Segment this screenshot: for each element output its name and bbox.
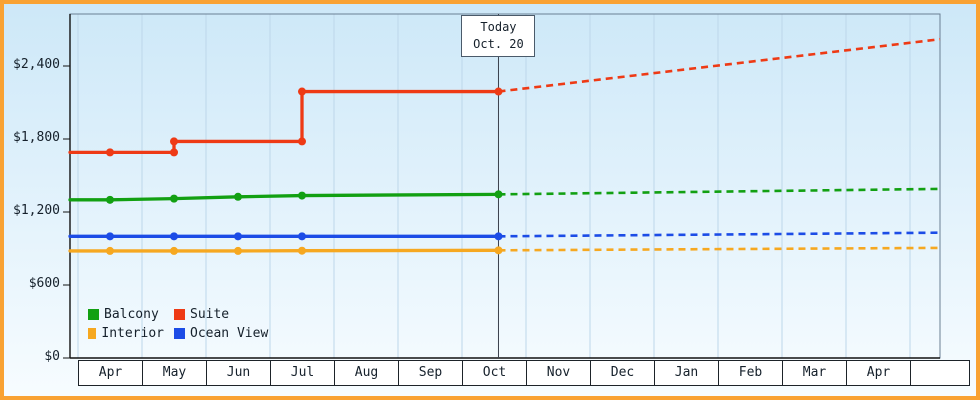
month-cell-feb: Feb: [718, 360, 783, 386]
data-point-interior: [170, 246, 178, 255]
data-point-ocean-view: [298, 232, 306, 241]
y-tick-label: $1,200: [13, 203, 60, 218]
month-cell-aug: Aug: [334, 360, 399, 386]
y-tick-label: $2,400: [13, 57, 60, 72]
data-point-balcony: [106, 195, 114, 204]
data-point-suite: [170, 148, 178, 157]
data-point-interior: [234, 246, 242, 255]
legend-swatch-balcony: [88, 309, 99, 320]
forecast-line-ocean-view: [498, 231, 941, 238]
month-cell-nov: Nov: [526, 360, 591, 386]
month-cell-apr: Apr: [78, 360, 143, 386]
data-point-suite: [170, 137, 178, 146]
forecast-line-balcony: [498, 187, 941, 196]
legend-swatch-ocean-view: [174, 328, 185, 339]
data-point-suite: [298, 137, 306, 146]
data-point-balcony: [170, 194, 178, 203]
legend-label: Interior: [101, 326, 164, 341]
data-point-ocean-view: [234, 232, 242, 241]
series-line-balcony: [68, 192, 501, 202]
month-cell-may: May: [142, 360, 207, 386]
legend-item-ocean-view: Ocean View: [174, 326, 268, 341]
legend-item-interior: Interior: [88, 326, 164, 341]
forecast-line-interior: [498, 246, 941, 252]
month-cell-jan: Jan: [654, 360, 719, 386]
y-tick-label: $600: [28, 276, 60, 291]
month-cell-jun: Jun: [206, 360, 271, 386]
legend-swatch-interior: [88, 328, 97, 339]
legend-item-balcony: Balcony: [88, 307, 164, 322]
data-point-balcony: [298, 191, 306, 200]
month-cell-oct: Oct: [462, 360, 527, 386]
legend-item-suite: Suite: [174, 307, 268, 322]
series-line-interior: [68, 248, 501, 253]
data-point-balcony: [234, 192, 242, 201]
today-annotation-line2: Oct. 20: [473, 37, 524, 51]
y-axis-labels: $0 $600 $1,200 $1,800 $2,400: [4, 4, 64, 396]
legend-label: Balcony: [104, 307, 159, 322]
data-point-interior: [494, 246, 503, 255]
month-cell-apr: Apr: [846, 360, 911, 386]
month-cell-sep: Sep: [398, 360, 463, 386]
data-point-ocean-view: [170, 232, 178, 241]
today-annotation: Today Oct. 20: [461, 15, 536, 57]
month-cell-dec: Dec: [590, 360, 655, 386]
forecast-line-suite: [498, 37, 941, 93]
x-axis-month-row: Apr May Jun Jul Aug Sep Oct Nov Dec Jan Feb Mar Apr: [78, 360, 970, 386]
y-tick-label: $1,800: [13, 130, 60, 145]
data-point-ocean-view: [494, 232, 503, 241]
data-point-suite: [298, 87, 306, 96]
data-point-interior: [106, 246, 114, 255]
legend-swatch-suite: [174, 309, 185, 320]
data-point-suite: [106, 148, 114, 157]
data-point-balcony: [494, 190, 503, 199]
legend-label: Suite: [190, 307, 230, 322]
month-cell-jul: Jul: [270, 360, 335, 386]
month-cell-partial: [910, 360, 970, 386]
data-point-ocean-view: [106, 232, 114, 241]
data-point-interior: [298, 246, 306, 255]
legend: Balcony Suite Interior Ocean View: [88, 307, 268, 341]
data-point-suite: [494, 87, 503, 96]
month-cell-mar: Mar: [782, 360, 847, 386]
y-tick-label: $0: [44, 349, 60, 364]
series-line-suite: [68, 89, 501, 155]
today-annotation-line1: Today: [480, 20, 517, 34]
chart-canvas: [63, 13, 941, 359]
legend-label: Ocean View: [190, 326, 269, 341]
